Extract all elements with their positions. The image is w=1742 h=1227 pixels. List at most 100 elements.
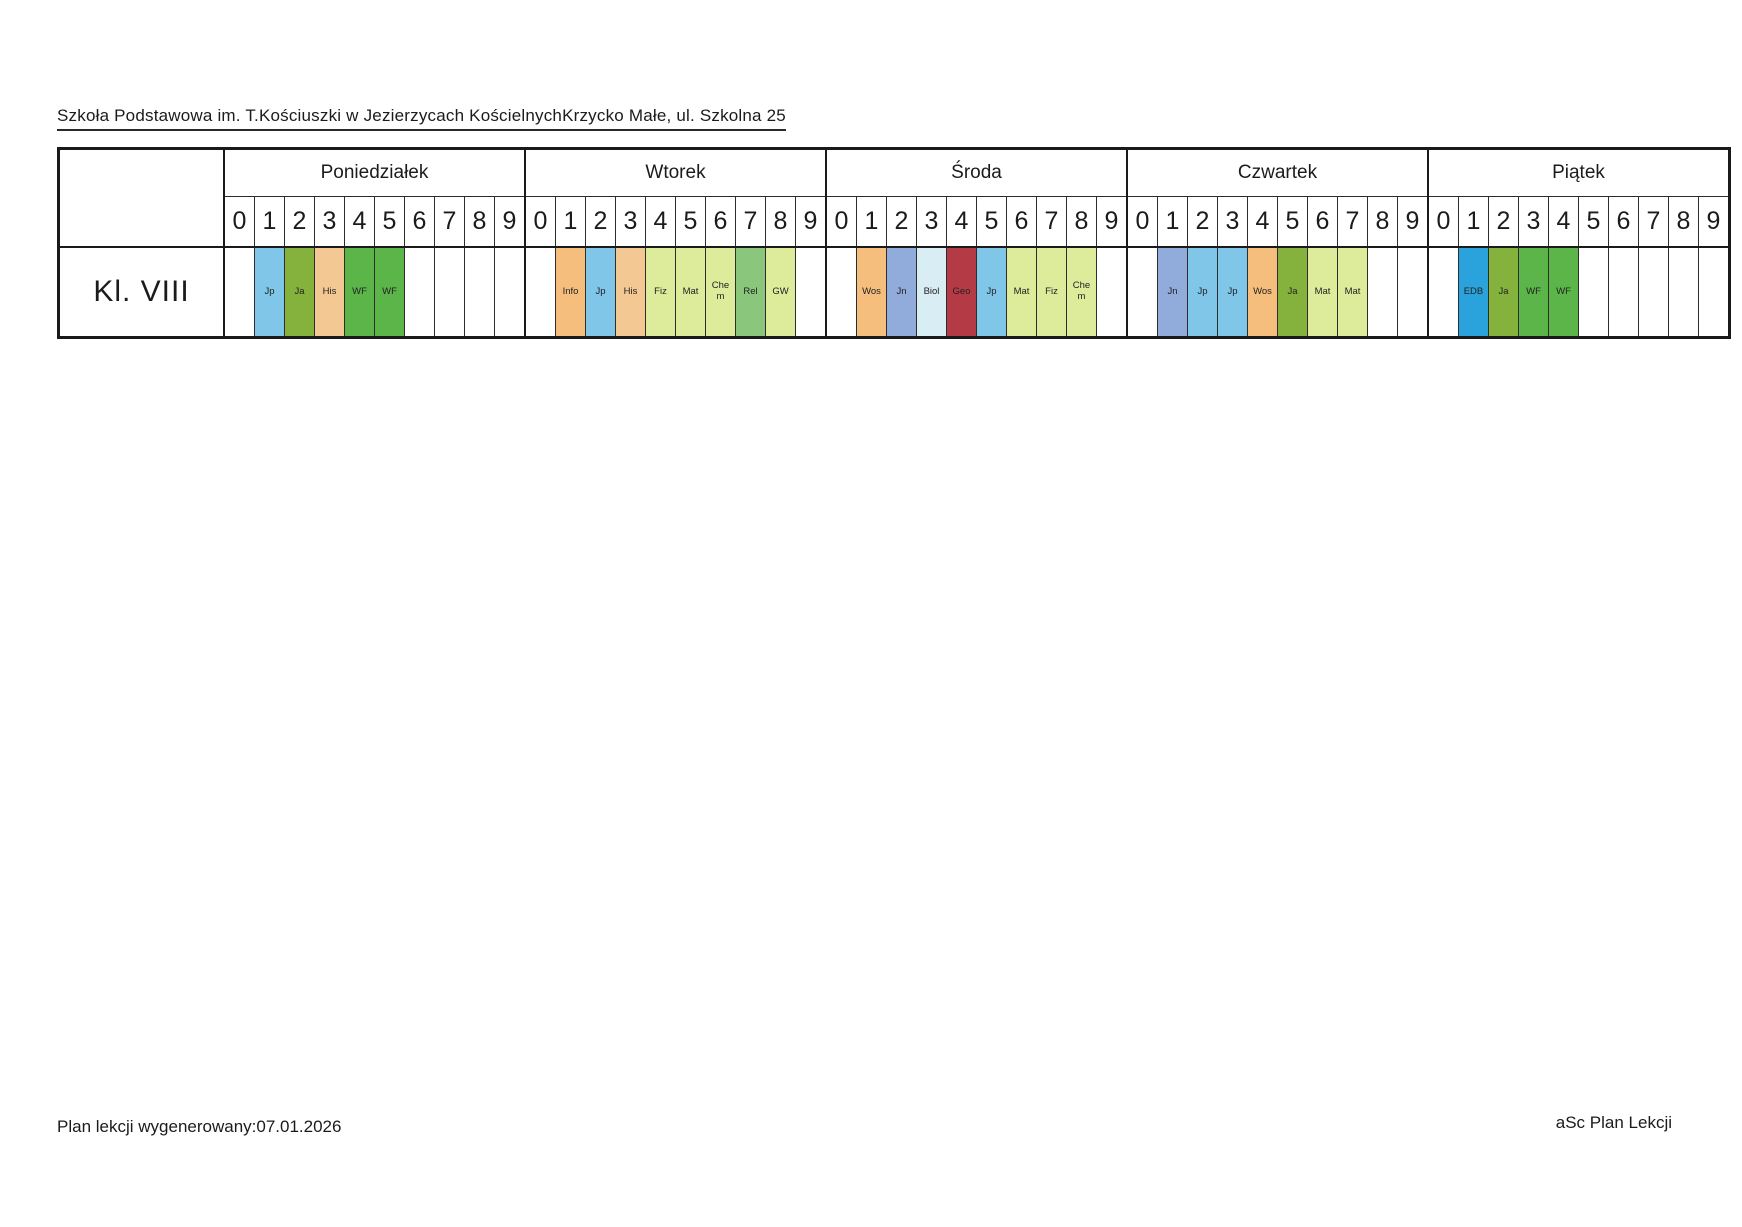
hour-header: 2 — [886, 196, 917, 248]
hour-header: 3 — [314, 196, 345, 248]
lesson-cell: Jp — [1187, 246, 1218, 338]
lesson-subject-label: Fiz — [646, 248, 675, 336]
lesson-cell: Mat — [1006, 246, 1037, 338]
empty-cell — [1126, 246, 1158, 338]
lesson-subject-label: Ja — [1489, 248, 1518, 336]
hour-header: 0 — [223, 196, 255, 248]
lesson-subject-label: Wos — [1248, 248, 1277, 336]
hour-header: 0 — [1427, 196, 1459, 248]
hour-header: 0 — [825, 196, 857, 248]
hour-header: 3 — [1217, 196, 1248, 248]
lesson-cell: Jp — [254, 246, 285, 338]
hour-header: 2 — [585, 196, 616, 248]
lesson-cell: Geo — [946, 246, 977, 338]
empty-cell — [1578, 246, 1609, 338]
lesson-subject-label: WF — [345, 248, 374, 336]
hour-header: 5 — [675, 196, 706, 248]
lesson-subject-label: Fiz — [1037, 248, 1066, 336]
hour-header: 1 — [856, 196, 887, 248]
lesson-cell: GW — [765, 246, 796, 338]
day-header-2: Środa — [825, 148, 1128, 197]
day-header-0: Poniedziałek — [223, 148, 526, 197]
hour-header: 5 — [1277, 196, 1308, 248]
lesson-subject-label: Che m — [1067, 248, 1096, 336]
hour-header: 9 — [1698, 196, 1731, 248]
lesson-cell: His — [314, 246, 345, 338]
lesson-cell: Rel — [735, 246, 766, 338]
generated-date-text: Plan lekcji wygenerowany:07.01.2026 — [57, 1117, 342, 1136]
hour-header: 7 — [434, 196, 465, 248]
lesson-cell: Ja — [1277, 246, 1308, 338]
hour-header: 6 — [404, 196, 435, 248]
lesson-subject-label: Wos — [857, 248, 886, 336]
hour-header: 6 — [1307, 196, 1338, 248]
lesson-cell: EDB — [1458, 246, 1489, 338]
empty-cell — [1096, 246, 1128, 338]
hour-header: 5 — [374, 196, 405, 248]
lesson-subject-label: Ja — [1278, 248, 1307, 336]
lesson-cell: WF — [374, 246, 405, 338]
lesson-cell: Biol — [916, 246, 947, 338]
empty-cell — [1608, 246, 1639, 338]
lesson-cell: Wos — [856, 246, 887, 338]
empty-cell — [404, 246, 435, 338]
lesson-subject-label: Jn — [1158, 248, 1187, 336]
hour-header: 1 — [1157, 196, 1188, 248]
hour-header: 9 — [494, 196, 526, 248]
corner-cell — [58, 148, 225, 247]
lesson-cell: Jp — [1217, 246, 1248, 338]
lesson-cell: Wos — [1247, 246, 1278, 338]
lesson-subject-label: His — [315, 248, 344, 336]
lesson-cell: Mat — [675, 246, 706, 338]
hour-header: 4 — [1247, 196, 1278, 248]
hour-header: 4 — [344, 196, 375, 248]
lesson-cell: Jn — [1157, 246, 1188, 338]
lesson-subject-label: Ja — [285, 248, 314, 336]
lesson-cell: Jp — [976, 246, 1007, 338]
empty-cell — [223, 246, 255, 338]
lesson-subject-label: WF — [1519, 248, 1548, 336]
hour-header: 4 — [946, 196, 977, 248]
page-title: Szkoła Podstawowa im. T.Kościuszki w Jez… — [57, 106, 786, 131]
hour-header: 5 — [976, 196, 1007, 248]
hour-header: 8 — [765, 196, 796, 248]
lesson-subject-label: Jp — [586, 248, 615, 336]
asc-brand-text: aSc Plan Lekcji — [1555, 1113, 1672, 1132]
lesson-subject-label: His — [616, 248, 645, 336]
hour-header: 6 — [1006, 196, 1037, 248]
hour-header: 8 — [464, 196, 495, 248]
hour-header: 6 — [705, 196, 736, 248]
empty-cell — [1638, 246, 1669, 338]
empty-cell — [795, 246, 827, 338]
day-header-4: Piątek — [1427, 148, 1731, 197]
lesson-subject-label: WF — [375, 248, 404, 336]
hour-header: 4 — [1548, 196, 1579, 248]
day-header-1: Wtorek — [524, 148, 827, 197]
hour-header: 3 — [615, 196, 646, 248]
hour-header: 1 — [254, 196, 285, 248]
lesson-subject-label: Jp — [1218, 248, 1247, 336]
lesson-cell: Che m — [1066, 246, 1097, 338]
hour-header: 7 — [735, 196, 766, 248]
lesson-subject-label: Mat — [1338, 248, 1367, 336]
lesson-cell: Mat — [1337, 246, 1368, 338]
lesson-subject-label: Che m — [706, 248, 735, 336]
hour-header: 4 — [645, 196, 676, 248]
lesson-cell: Che m — [705, 246, 736, 338]
lesson-cell: Fiz — [1036, 246, 1067, 338]
lesson-subject-label: EDB — [1459, 248, 1488, 336]
lesson-cell: His — [615, 246, 646, 338]
hour-header: 9 — [795, 196, 827, 248]
empty-cell — [825, 246, 857, 338]
day-header-row: Poniedziałek Wtorek Środa Czwartek Piątek — [58, 148, 1731, 247]
empty-cell — [1427, 246, 1459, 338]
hour-header: 8 — [1367, 196, 1398, 248]
lesson-subject-label: Info — [556, 248, 585, 336]
lesson-subject-label: Jp — [977, 248, 1006, 336]
hour-header: 3 — [916, 196, 947, 248]
lesson-subject-label: WF — [1549, 248, 1578, 336]
